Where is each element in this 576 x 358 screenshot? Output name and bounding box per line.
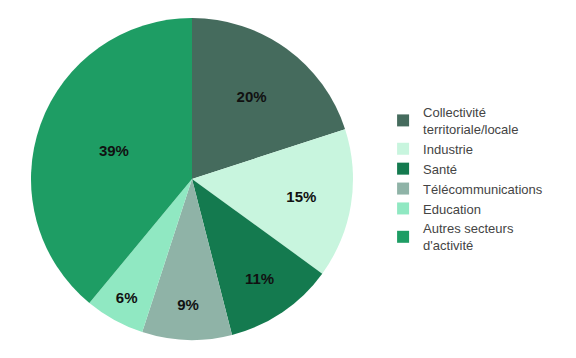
svg-text:39%: 39% (99, 142, 129, 159)
svg-text:Collectivitéterritoriale/local: Collectivitéterritoriale/locale (423, 105, 518, 137)
svg-text:Télécommunications: Télécommunications (423, 182, 543, 197)
svg-text:Santé: Santé (423, 162, 457, 177)
svg-text:6%: 6% (116, 289, 138, 306)
svg-text:9%: 9% (177, 296, 199, 313)
svg-text:Industrie: Industrie (423, 142, 473, 157)
svg-text:20%: 20% (237, 88, 267, 105)
svg-text:Autres secteursd'activité: Autres secteursd'activité (423, 221, 514, 253)
svg-text:15%: 15% (286, 188, 316, 205)
svg-text:11%: 11% (245, 270, 274, 287)
svg-text:Education: Education (423, 202, 481, 217)
